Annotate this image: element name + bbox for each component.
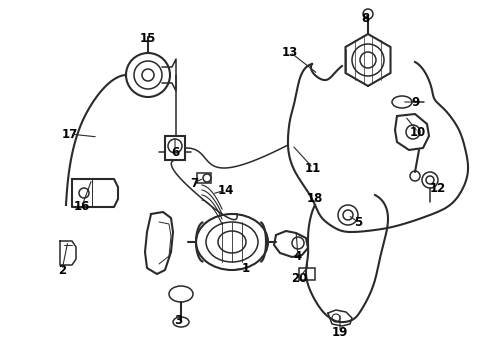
Text: 4: 4 <box>294 251 302 264</box>
Text: 12: 12 <box>430 181 446 194</box>
Bar <box>165 136 185 160</box>
Text: 8: 8 <box>361 12 369 24</box>
Text: 13: 13 <box>282 45 298 59</box>
Text: 6: 6 <box>171 145 179 158</box>
Text: 5: 5 <box>354 216 362 229</box>
Text: 19: 19 <box>332 325 348 338</box>
Text: 10: 10 <box>410 126 426 139</box>
Text: 1: 1 <box>242 261 250 274</box>
Bar <box>299 268 315 280</box>
Text: 3: 3 <box>174 314 182 327</box>
Text: 11: 11 <box>305 162 321 175</box>
Text: 2: 2 <box>58 264 66 276</box>
Text: 15: 15 <box>140 32 156 45</box>
Text: 18: 18 <box>307 192 323 204</box>
Text: 7: 7 <box>190 176 198 189</box>
Bar <box>197 173 211 183</box>
Text: 17: 17 <box>62 127 78 140</box>
Text: 9: 9 <box>411 95 419 108</box>
Text: 16: 16 <box>74 199 90 212</box>
Text: 14: 14 <box>218 184 234 197</box>
Text: 20: 20 <box>291 271 307 284</box>
